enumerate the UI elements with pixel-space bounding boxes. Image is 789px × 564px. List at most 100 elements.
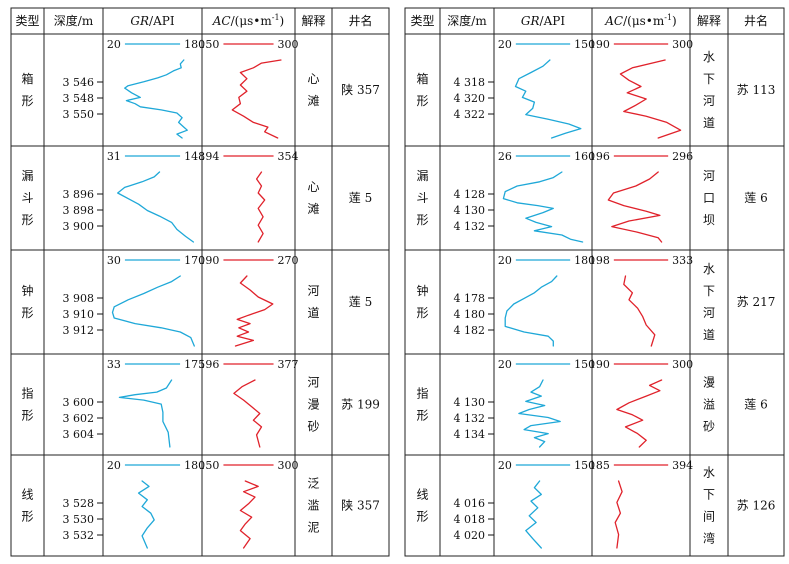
interpretation: 河道: [307, 284, 319, 320]
depth-label: 4 130: [454, 396, 486, 409]
depth-label: 3 910: [63, 308, 95, 321]
gr-log-curve: [117, 171, 195, 243]
interpretation-char: 河: [703, 306, 715, 320]
interpretation-char: 湾: [703, 531, 715, 546]
depth-label: 4 132: [454, 412, 486, 425]
gr-log-curve: [525, 480, 542, 549]
depth-label: 4 322: [454, 108, 486, 121]
header-well: 井名: [348, 13, 372, 28]
depth-label: 4 018: [454, 513, 486, 526]
depth-label: 4 320: [454, 92, 486, 105]
facies-type: 钟形: [21, 283, 33, 320]
gr-log-curve: [111, 275, 195, 347]
depth-label: 4 180: [454, 308, 486, 321]
facies-type-char: 箱: [21, 71, 33, 86]
depth-label: 3 530: [63, 513, 95, 526]
interpretation-char: 水: [703, 466, 715, 480]
gr-scale-max: 148: [184, 150, 205, 163]
ac-scale-max: 300: [672, 38, 693, 51]
ac-scale-max: 300: [278, 459, 299, 472]
facies-type: 线形: [416, 488, 428, 524]
ac-scale-max: 377: [278, 358, 299, 371]
depth-label: 4 020: [454, 529, 486, 542]
gr-scale-max: 170: [184, 254, 205, 267]
ac-scale-max: 354: [278, 150, 299, 163]
gr-scale-max: 175: [184, 358, 205, 371]
ac-scale-min: 196: [198, 358, 219, 371]
facies-type: 箱形: [416, 71, 428, 108]
facies-type-char: 形: [21, 409, 33, 423]
ac-log-curve: [231, 59, 282, 139]
interpretation-char: 滩: [307, 202, 319, 216]
interpretation-char: 河: [307, 376, 319, 390]
gr-log-curve: [118, 379, 173, 448]
ac-scale-max: 394: [672, 459, 693, 472]
facies-type: 指形: [21, 386, 33, 423]
facies-type-char: 指: [416, 386, 428, 401]
ac-log-curve: [233, 379, 263, 448]
header-gr-symbol: GR: [521, 14, 540, 28]
interpretation: 河漫砂: [307, 376, 319, 434]
header-gr: GR/API: [130, 14, 174, 28]
interpretation-char: 下: [703, 72, 715, 86]
interpretation-char: 水: [703, 50, 715, 64]
facies-type: 漏斗形: [416, 169, 428, 227]
gr-scale-min: 20: [498, 38, 512, 51]
facies-type-char: 钟: [416, 283, 428, 298]
gr-scale-min: 20: [498, 358, 512, 371]
ac-scale-min: 196: [589, 150, 610, 163]
depth-label: 4 178: [454, 292, 486, 305]
facies-type-char: 斗: [21, 191, 33, 205]
depth-label: 4 182: [454, 324, 486, 337]
interpretation-char: 坝: [703, 213, 715, 227]
header-type: 类型: [15, 14, 39, 28]
header-ac-exponent: -1: [664, 13, 672, 22]
header-gr-unit: /API: [540, 14, 566, 28]
interpretation-char: 滥: [307, 499, 319, 513]
facies-type-char: 箱: [416, 71, 428, 86]
well-name: 莲 5: [349, 295, 372, 309]
well-name: 苏 199: [341, 398, 380, 412]
facies-type-char: 线: [416, 488, 428, 502]
well-name: 莲 5: [349, 191, 372, 205]
gr-log-curve: [124, 59, 188, 139]
ac-log-curve: [614, 480, 623, 549]
ac-scale-max: 300: [278, 38, 299, 51]
interpretation-char: 心: [307, 180, 319, 194]
gr-scale-min: 30: [107, 254, 121, 267]
gr-scale-min: 20: [107, 38, 121, 51]
ac-scale-min: 190: [198, 254, 219, 267]
gr-scale-min: 26: [498, 150, 512, 163]
facies-type-char: 指: [21, 386, 33, 401]
depth-label: 3 546: [63, 76, 95, 89]
header-interpretation: 解释: [301, 14, 325, 28]
depth-label: 3 900: [63, 220, 95, 233]
table-border: [10, 7, 390, 557]
table-border: [404, 7, 785, 557]
well-name: 莲 6: [744, 191, 767, 205]
depth-label: 4 318: [454, 76, 486, 89]
header-ac-close: ): [672, 14, 677, 28]
facies-type-char: 形: [21, 510, 33, 524]
interpretation-char: 砂: [703, 420, 715, 434]
gr-scale-max: 160: [574, 150, 595, 163]
facies-type-char: 漏: [21, 169, 33, 183]
interpretation: 河口坝: [703, 169, 715, 227]
gr-log-curve: [504, 275, 558, 347]
gr-scale-min: 33: [107, 358, 121, 371]
depth-label: 3 908: [63, 292, 95, 305]
interpretation-char: 口: [703, 191, 715, 205]
